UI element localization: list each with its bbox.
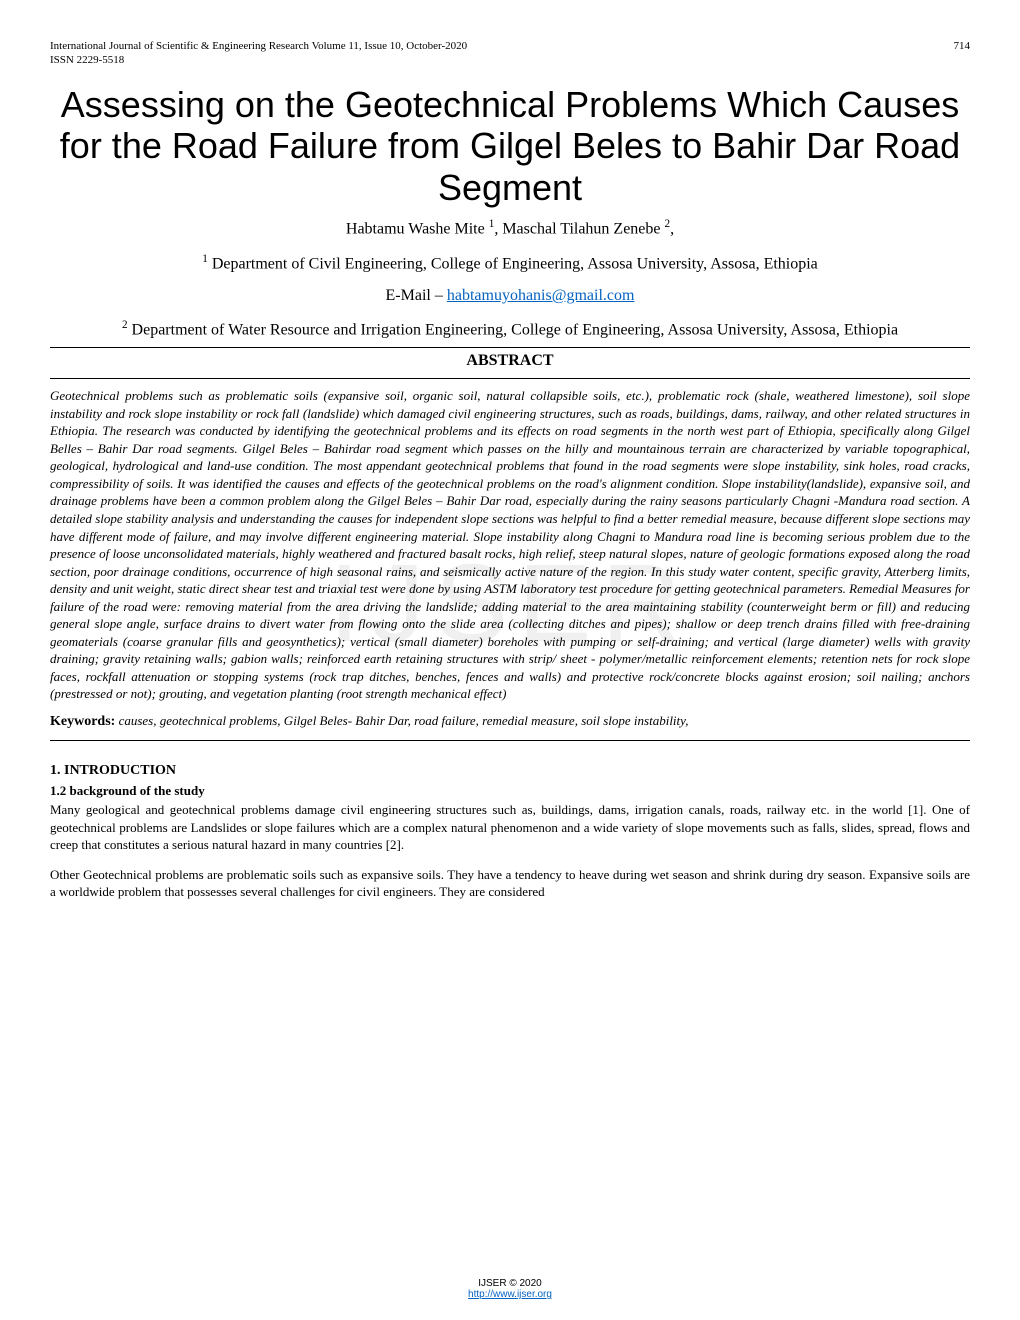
divider-below-abstract-heading <box>50 378 970 379</box>
footer-url[interactable]: http://www.ijser.org <box>468 1289 552 1300</box>
intro-paragraph-2: Other Geotechnical problems are problema… <box>50 866 970 901</box>
authors-line: Habtamu Washe Mite 1, Maschal Tilahun Ze… <box>50 218 970 238</box>
section-1-heading: 1. INTRODUCTION <box>50 763 970 779</box>
journal-info: International Journal of Scientific & En… <box>50 40 467 52</box>
email-line: E-Mail – habtamuyohanis@gmail.com <box>50 287 970 305</box>
intro-paragraph-1: Many geological and geotechnical problem… <box>50 801 970 854</box>
paper-title: Assessing on the Geotechnical Problems W… <box>50 84 970 208</box>
page-number: 714 <box>954 40 971 54</box>
email-label: E-Mail – <box>386 287 447 304</box>
keywords-label: Keywords: <box>50 714 115 729</box>
abstract-body: Geotechnical problems such as problemati… <box>50 387 970 703</box>
affiliation-2: 2 Department of Water Resource and Irrig… <box>50 319 970 339</box>
issn-line: ISSN 2229-5518 <box>50 54 970 66</box>
affiliation-1: 1 Department of Civil Engineering, Colle… <box>50 253 970 273</box>
abstract-heading: ABSTRACT <box>50 352 970 370</box>
page-header: International Journal of Scientific & En… <box>50 40 970 54</box>
divider-top <box>50 347 970 348</box>
footer-copyright: IJSER © 2020 <box>0 1278 1020 1289</box>
page-content: International Journal of Scientific & En… <box>50 40 970 901</box>
email-link[interactable]: habtamuyohanis@gmail.com <box>447 287 635 304</box>
page-footer: IJSER © 2020 http://www.ijser.org <box>0 1278 1020 1300</box>
divider-after-keywords <box>50 740 970 741</box>
keywords-text: causes, geotechnical problems, Gilgel Be… <box>115 713 688 728</box>
keywords-line: Keywords: causes, geotechnical problems,… <box>50 713 970 730</box>
subsection-heading: 1.2 background of the study <box>50 783 970 799</box>
